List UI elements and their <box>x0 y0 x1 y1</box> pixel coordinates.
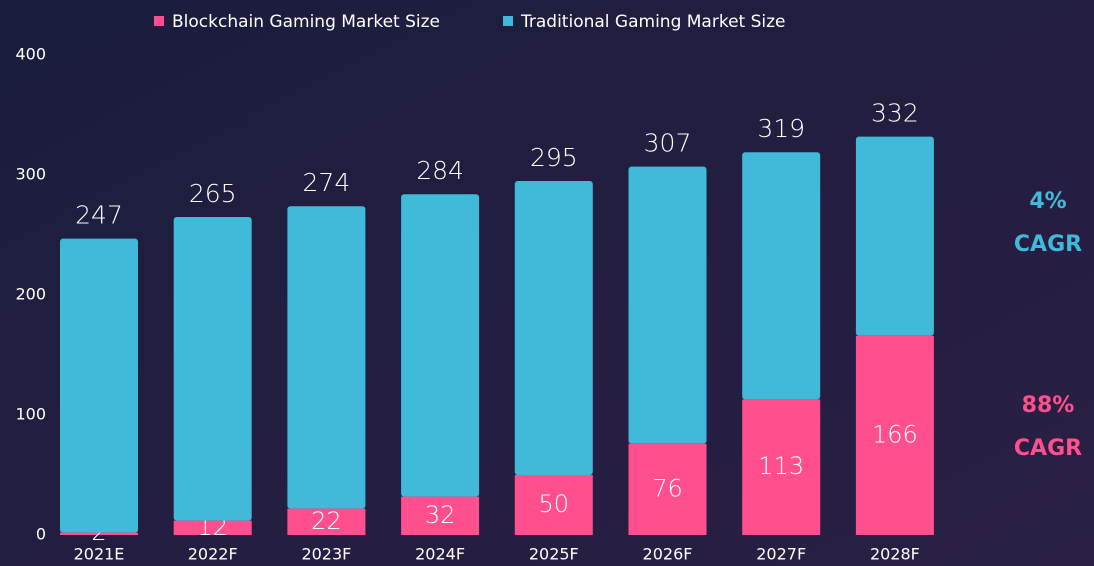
bar-segment <box>401 496 480 535</box>
x-tick-label: 2022F <box>188 545 238 564</box>
total-label: 319 <box>757 114 805 143</box>
x-tick-label: 2028F <box>870 545 920 564</box>
y-tick-label: 200 <box>15 285 46 304</box>
legend-swatch <box>154 16 164 26</box>
total-label: 295 <box>530 143 578 172</box>
legend-label: Traditional Gaming Market Size <box>520 12 786 32</box>
segment-label: 32 <box>425 501 456 529</box>
x-tick-label: 2027F <box>756 545 806 564</box>
segment-label: 22 <box>311 507 342 535</box>
total-label: 247 <box>75 201 123 230</box>
cagr-annotation: CAGR <box>1014 232 1082 257</box>
bar-segment <box>401 194 480 497</box>
y-tick-label: 300 <box>15 165 46 184</box>
bar-segment <box>742 399 821 535</box>
x-tick-label: 2025F <box>529 545 579 564</box>
bar-segment <box>742 152 821 400</box>
bar-segment <box>60 532 138 535</box>
bar-segment <box>60 238 138 533</box>
segment-label: 76 <box>652 474 683 502</box>
legend-swatch <box>503 16 513 26</box>
total-label: 265 <box>189 179 237 208</box>
x-tick-label: 2026F <box>643 545 693 564</box>
bar-segment <box>514 475 593 535</box>
cagr-annotation: CAGR <box>1014 436 1082 461</box>
bar-segment <box>628 443 707 535</box>
segment-label: 166 <box>872 420 918 448</box>
bar-segment <box>855 136 934 336</box>
bar-segment <box>628 166 707 444</box>
x-tick-label: 2024F <box>415 545 465 564</box>
total-label: 284 <box>416 156 464 185</box>
total-label: 332 <box>871 99 919 128</box>
total-label: 274 <box>303 168 351 197</box>
total-label: 307 <box>644 129 692 158</box>
legend-label: Blockchain Gaming Market Size <box>172 12 440 32</box>
bar-segment <box>173 217 252 521</box>
bar-segment <box>173 520 252 535</box>
bar-segment <box>855 335 934 535</box>
y-tick-label: 400 <box>15 45 46 64</box>
segment-label: 113 <box>758 452 804 480</box>
bar-segment <box>514 181 593 475</box>
y-tick-label: 100 <box>15 405 46 424</box>
y-tick-label: 0 <box>36 525 46 544</box>
bar-segment <box>287 508 366 535</box>
x-tick-label: 2021E <box>74 545 125 564</box>
x-tick-label: 2023F <box>301 545 351 564</box>
cagr-annotation: 88% <box>1022 393 1075 418</box>
segment-label: 50 <box>539 490 570 518</box>
cagr-annotation: 4% <box>1029 189 1066 214</box>
bar-segment <box>287 206 366 509</box>
